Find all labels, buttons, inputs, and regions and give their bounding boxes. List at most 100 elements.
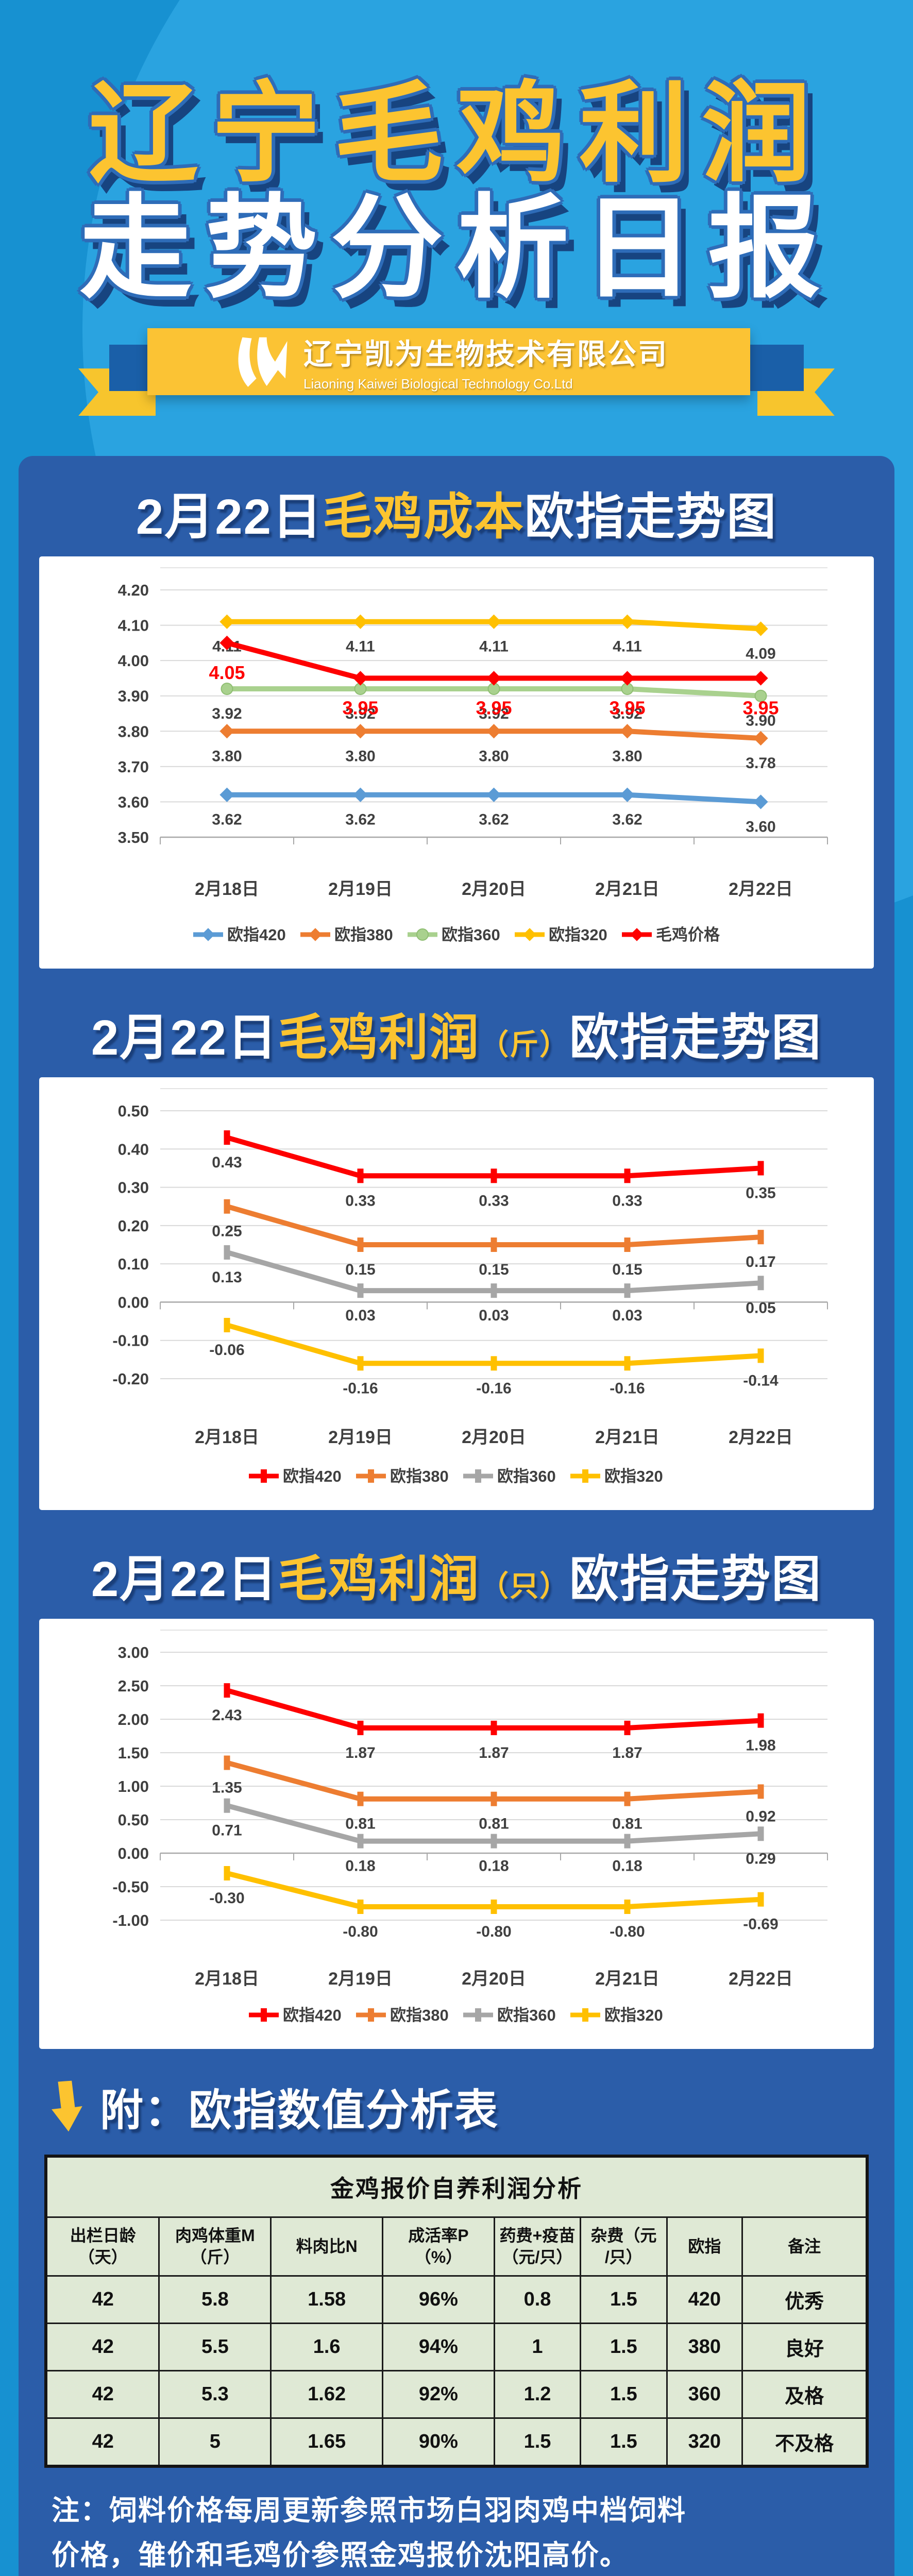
table-cell: 不及格 — [741, 2417, 868, 2467]
svg-text:3.80: 3.80 — [118, 722, 149, 740]
svg-text:3.92: 3.92 — [479, 705, 509, 722]
svg-text:1.87: 1.87 — [479, 1744, 509, 1761]
section2-highlight: 毛鸡利润 — [278, 1010, 480, 1066]
analysis-table-card: 金鸡报价自养利润分析 出栏日龄 （天） 肉鸡体重M （斤） 料肉比N 成活率P （%） 药费+疫… — [44, 2155, 869, 2468]
svg-text:0.03: 0.03 — [612, 1307, 642, 1324]
table-cell: 1.5 — [580, 2417, 668, 2467]
table-header-cell: 药费+疫苗 （元/只） — [493, 2216, 582, 2277]
svg-text:0.81: 0.81 — [479, 1816, 509, 1833]
table-cell: 良好 — [741, 2323, 868, 2372]
svg-text:0.25: 0.25 — [212, 1223, 242, 1240]
svg-text:欧指360: 欧指360 — [442, 926, 500, 944]
main-title-line1: 辽宁毛鸡利润 — [89, 73, 824, 195]
table-cell: 0.8 — [493, 2275, 582, 2325]
svg-text:2月21日: 2月21日 — [595, 879, 660, 899]
svg-text:0.40: 0.40 — [118, 1140, 149, 1158]
svg-text:-0.80: -0.80 — [343, 1923, 378, 1940]
svg-text:4.11: 4.11 — [346, 638, 375, 655]
table-row: 42 5.5 1.6 94% 1 1.5 380 良好 — [45, 2323, 868, 2372]
svg-text:0.20: 0.20 — [118, 1217, 149, 1235]
svg-text:0.30: 0.30 — [118, 1179, 149, 1197]
table-header-cell: 欧指 — [666, 2216, 743, 2277]
svg-text:0.10: 0.10 — [118, 1255, 149, 1273]
company-logo-icon — [238, 337, 288, 387]
svg-text:欧指320: 欧指320 — [604, 1467, 663, 1485]
table-cell: 320 — [666, 2417, 743, 2467]
svg-text:0.33: 0.33 — [479, 1192, 509, 1209]
svg-text:欧指380: 欧指380 — [390, 2006, 449, 2024]
svg-text:3.95: 3.95 — [742, 698, 779, 719]
svg-text:2月21日: 2月21日 — [595, 1428, 660, 1447]
svg-text:2月22日: 2月22日 — [729, 1428, 793, 1447]
svg-text:0.00: 0.00 — [118, 1294, 149, 1312]
svg-text:欧指380: 欧指380 — [334, 926, 393, 944]
svg-text:2.00: 2.00 — [118, 1710, 149, 1728]
cost-trend-chart: 4.20 4.10 4.00 3.90 3.80 3.70 3.60 3.50 2月18日 2月1… — [118, 567, 828, 944]
svg-text:4.09: 4.09 — [746, 646, 775, 663]
svg-text:3.78: 3.78 — [746, 755, 775, 772]
table-cell: 94% — [382, 2323, 495, 2372]
svg-text:0.03: 0.03 — [345, 1307, 375, 1324]
down-arrow-icon — [52, 2080, 82, 2132]
footnote: 注：饲料价格每周更新参照市场白羽肉鸡中档饲料 价格，雏价和毛鸡价参照金鸡报价沈阳… — [19, 2468, 894, 2576]
table-row: 42 5 1.65 90% 1.5 1.5 320 不及格 — [45, 2417, 868, 2467]
table-row: 42 5.8 1.58 96% 0.8 1.5 420 优秀 — [45, 2275, 868, 2325]
svg-text:4.00: 4.00 — [118, 652, 149, 670]
table-cell: 1.6 — [270, 2323, 384, 2372]
svg-text:3.62: 3.62 — [479, 811, 509, 828]
table-cell: 90% — [382, 2417, 495, 2467]
svg-text:毛鸡价格: 毛鸡价格 — [656, 926, 720, 944]
svg-text:-0.16: -0.16 — [610, 1380, 645, 1397]
cost-chart-card: 4.20 4.10 4.00 3.90 3.80 3.70 3.60 3.50 2月18日 2月1… — [39, 556, 874, 969]
svg-text:0.18: 0.18 — [479, 1858, 509, 1875]
svg-text:3.62: 3.62 — [612, 811, 642, 828]
table-header-cell: 成活率P （%） — [382, 2216, 495, 2277]
table-row: 42 5.3 1.62 92% 1.2 1.5 360 及格 — [45, 2370, 868, 2419]
table-cell: 1 — [493, 2323, 582, 2372]
svg-text:0.71: 0.71 — [212, 1822, 242, 1839]
svg-text:0.03: 0.03 — [479, 1307, 509, 1324]
svg-text:3.60: 3.60 — [746, 819, 775, 836]
svg-text:3.00: 3.00 — [118, 1643, 149, 1662]
table-cell: 42 — [45, 2275, 160, 2325]
svg-text:3.95: 3.95 — [476, 698, 512, 719]
section2-suffix: 欧指走势图 — [569, 1010, 822, 1066]
section1-date: 2月22日 — [136, 489, 323, 545]
svg-text:0.13: 0.13 — [212, 1269, 242, 1286]
table-cell: 5 — [158, 2417, 272, 2467]
svg-text:0.33: 0.33 — [612, 1192, 642, 1209]
section3-unit: （只） — [480, 1570, 570, 1603]
section3-suffix: 欧指走势图 — [569, 1552, 822, 1607]
svg-text:0.43: 0.43 — [212, 1154, 242, 1171]
svg-text:3.80: 3.80 — [479, 748, 509, 765]
svg-text:3.80: 3.80 — [212, 748, 242, 765]
section2-date: 2月22日 — [91, 1010, 278, 1066]
svg-text:3.62: 3.62 — [212, 811, 242, 828]
profit-per-jin-chart: 0.50 0.40 0.30 0.20 0.10 0.00 -0.10 -0.20 2月18日 2… — [112, 1088, 828, 1485]
svg-text:-0.69: -0.69 — [743, 1916, 778, 1933]
company-ribbon: 辽宁凯为生物技术有限公司 Liaoning Kaiwei Biological … — [0, 304, 913, 433]
svg-text:3.95: 3.95 — [342, 698, 378, 719]
svg-text:3.80: 3.80 — [612, 748, 642, 765]
table-cell: 42 — [45, 2370, 160, 2419]
svg-text:4.11: 4.11 — [613, 638, 642, 655]
appendix-title: 附：欧指数值分析表 — [100, 2086, 499, 2135]
svg-text:欧指320: 欧指320 — [549, 926, 607, 944]
svg-text:0.17: 0.17 — [746, 1253, 775, 1270]
svg-text:-0.80: -0.80 — [610, 1923, 645, 1940]
table-cell: 1.5 — [493, 2417, 582, 2467]
svg-text:-0.14: -0.14 — [743, 1372, 779, 1389]
svg-text:2月21日: 2月21日 — [595, 1969, 660, 1989]
footnote-line2: 价格，雏价和毛鸡价参照金鸡报价沈阳高价。 — [52, 2539, 629, 2571]
section-title-profit-zhi-chart: 2月22日毛鸡利润（只）欧指走势图 — [19, 1510, 894, 1611]
svg-text:0.00: 0.00 — [118, 1844, 149, 1862]
svg-text:-0.50: -0.50 — [112, 1878, 149, 1896]
company-name-block: 辽宁凯为生物技术有限公司 Liaoning Kaiwei Biological … — [303, 331, 668, 392]
section2-unit: （斤） — [480, 1028, 570, 1061]
company-name-en: Liaoning Kaiwei Biological Technology Co… — [303, 376, 573, 392]
svg-text:0.15: 0.15 — [345, 1261, 375, 1278]
table-cell: 及格 — [741, 2370, 868, 2419]
svg-text:1.98: 1.98 — [746, 1737, 775, 1754]
table-title: 金鸡报价自养利润分析 — [45, 2155, 868, 2218]
svg-text:-0.20: -0.20 — [112, 1370, 149, 1388]
